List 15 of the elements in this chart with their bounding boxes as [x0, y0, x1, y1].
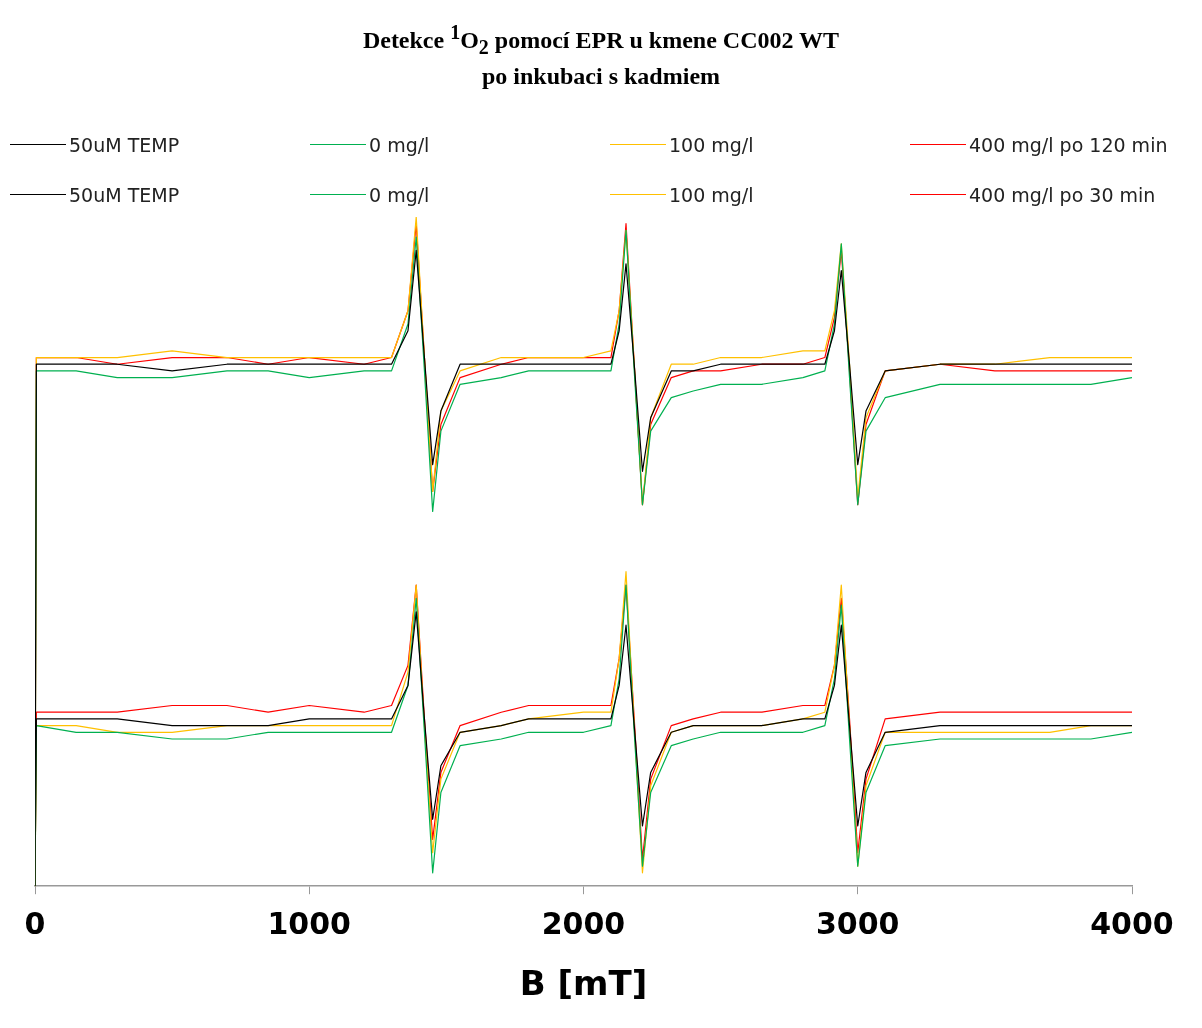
legend-label: 0 mg/l — [369, 183, 430, 206]
x-tick-label: 4000 — [1090, 906, 1174, 941]
x-tick-label: 3000 — [816, 906, 900, 941]
legend-label: 400 mg/l po 30 min — [969, 183, 1156, 206]
chart-title: Detekce $^{1}$O$_{2}$ pomocí EPR u kmene CC002 WT po inkubaci s kadmiem — [361, 20, 841, 90]
legend-label: 50uM TEMP — [69, 183, 180, 206]
legend-label: 100 mg/l — [669, 133, 754, 156]
legend-label: 400 mg/l po 120 min — [969, 133, 1168, 156]
legend-label: 100 mg/l — [669, 183, 754, 206]
x-tick-label: 2000 — [541, 906, 626, 941]
legend-label: 0 mg/l — [369, 133, 430, 156]
x-tick-label: 1000 — [267, 906, 351, 941]
x-axis-title: B [mT] — [519, 963, 648, 1004]
legend-label: 50uM TEMP — [69, 133, 180, 156]
x-tick-label: 0 — [24, 906, 46, 941]
